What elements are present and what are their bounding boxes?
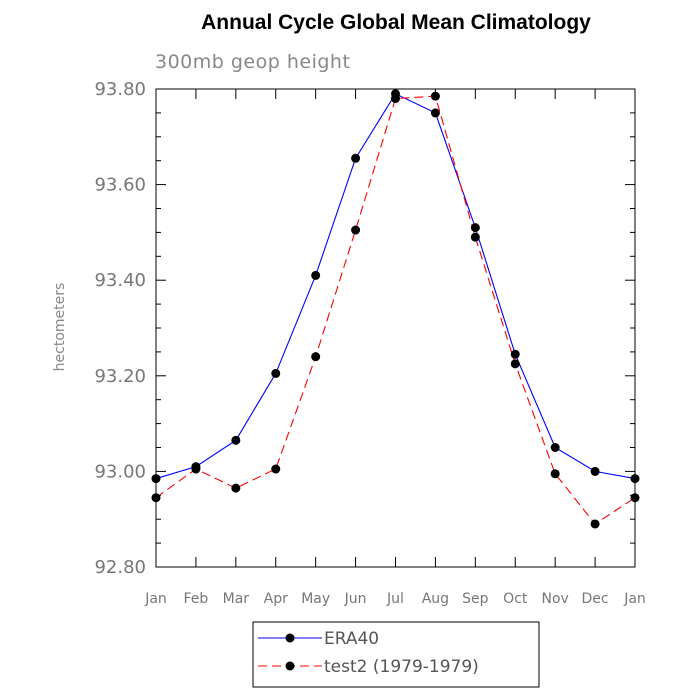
- data-point-series-0: [231, 435, 241, 445]
- y-tick-label: 93.40: [94, 270, 146, 291]
- legend-marker-test2: [285, 661, 295, 671]
- data-point-series-1: [470, 232, 480, 242]
- x-tick-label: Jul: [386, 591, 404, 607]
- chart-title: Annual Cycle Global Mean Climatology: [201, 11, 591, 34]
- y-tick-labels: 92.80 93.00 93.20 93.40 93.60 93.80: [94, 79, 146, 578]
- tick-marks: [155, 88, 636, 568]
- legend: ERA40 test2 (1979-1979): [252, 621, 540, 688]
- y-tick-label: 93.20: [94, 366, 146, 387]
- x-tick-label: Oct: [503, 591, 528, 607]
- data-point-series-1: [231, 483, 241, 493]
- data-point-series-0: [151, 474, 161, 484]
- data-point-series-0: [630, 474, 640, 484]
- legend-box: [252, 621, 540, 688]
- series-lines: [155, 93, 636, 525]
- x-tick-label: Sep: [462, 591, 489, 607]
- chart-subtitle: 300mb geop height: [155, 51, 350, 73]
- data-point-series-1: [391, 94, 400, 104]
- x-tick-label: Dec: [582, 591, 609, 607]
- data-point-series-0: [271, 368, 281, 378]
- y-tick-label: 93.80: [94, 79, 146, 100]
- data-point-series-0: [590, 466, 600, 476]
- data-point-series-1: [311, 352, 321, 362]
- x-tick-label: Jun: [344, 591, 367, 607]
- data-point-series-0: [311, 270, 321, 280]
- x-tick-label: Jan: [623, 591, 646, 607]
- legend-label-era40: ERA40: [324, 629, 379, 649]
- series-line-1: [155, 95, 636, 525]
- series-line-0: [155, 93, 636, 480]
- y-tick-label: 93.60: [94, 175, 146, 196]
- data-point-series-1: [430, 91, 440, 101]
- x-tick-label: Jan: [144, 591, 167, 607]
- data-point-series-1: [590, 519, 600, 529]
- data-point-series-0: [510, 349, 520, 359]
- x-tick-label: Aug: [422, 591, 449, 607]
- data-point-series-0: [550, 443, 560, 452]
- data-point-series-1: [271, 464, 281, 474]
- x-tick-label: Feb: [184, 591, 209, 607]
- legend-label-test2: test2 (1979-1979): [324, 657, 479, 677]
- data-point-series-1: [550, 469, 560, 479]
- x-tick-label: Apr: [264, 591, 288, 607]
- y-axis-label: hectometers: [52, 283, 68, 372]
- legend-marker-era40: [285, 633, 295, 643]
- series-points: [151, 89, 640, 529]
- data-point-series-1: [151, 493, 161, 503]
- data-point-series-1: [510, 359, 520, 369]
- data-point-series-1: [191, 464, 201, 474]
- y-tick-label: 93.00: [94, 461, 146, 482]
- data-point-series-0: [351, 153, 361, 163]
- data-point-series-0: [470, 223, 480, 233]
- data-point-series-0: [430, 108, 440, 118]
- x-tick-label: Nov: [542, 591, 569, 607]
- plot-frame: [155, 88, 636, 568]
- y-tick-label: 92.80: [94, 557, 146, 578]
- data-point-series-1: [630, 493, 640, 503]
- x-tick-labels: Jan Feb Mar Apr May Jun Jul Aug Sep Oct Nov Dec Jan: [144, 591, 646, 607]
- data-point-series-1: [351, 225, 361, 235]
- x-tick-label: Mar: [223, 591, 250, 607]
- x-tick-label: May: [301, 591, 330, 607]
